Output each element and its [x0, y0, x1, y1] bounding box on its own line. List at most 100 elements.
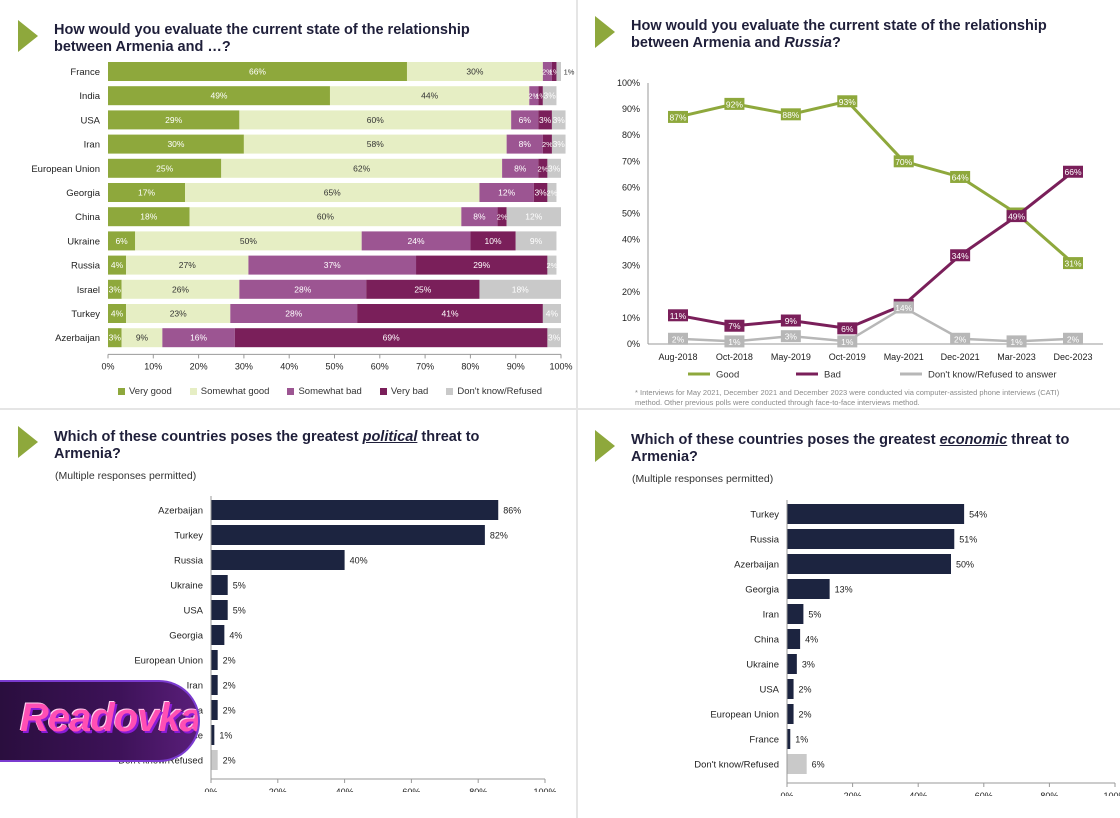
data-label: 50% — [956, 560, 974, 570]
data-label: 28% — [294, 284, 311, 294]
bar-segment — [479, 183, 534, 202]
data-label: 30% — [466, 67, 483, 77]
data-label: 40% — [350, 556, 368, 566]
data-label: 4% — [229, 631, 242, 641]
data-label: 3% — [109, 333, 122, 343]
data-label: 6% — [812, 760, 825, 770]
y-tick-label: 80% — [622, 130, 640, 140]
category-label: China — [75, 212, 101, 223]
bar-segment — [366, 279, 480, 299]
data-label: 3% — [802, 660, 815, 670]
category-label: Russia — [71, 261, 101, 272]
category-label: USA — [183, 606, 203, 617]
y-tick-label: 10% — [622, 313, 640, 323]
data-label: 92% — [726, 99, 743, 109]
data-label: 58% — [367, 139, 384, 149]
bar-segment — [108, 110, 240, 130]
panel-arrow-icon — [18, 426, 38, 458]
data-label: 54% — [969, 510, 987, 520]
bar — [211, 550, 345, 570]
data-point — [668, 309, 688, 322]
data-label: 24% — [408, 236, 425, 246]
category-label: Turkey — [71, 309, 100, 320]
bar — [787, 504, 965, 524]
x-tick-label: 0% — [780, 791, 793, 796]
legend-somewhat-bad: Somewhat bad — [287, 386, 362, 397]
swatch-very-bad — [379, 388, 387, 395]
data-point — [724, 97, 745, 110]
data-label: 7% — [728, 321, 741, 331]
bar-segment — [108, 158, 222, 178]
bar-segment — [108, 86, 330, 106]
x-tick-label: 0% — [101, 361, 114, 371]
data-label: 51% — [959, 535, 977, 545]
data-label: 2% — [537, 164, 548, 173]
data-label: 3% — [548, 163, 561, 173]
data-label: 60% — [317, 212, 334, 222]
bar-segment — [243, 134, 507, 154]
data-label: 2% — [1067, 334, 1080, 344]
y-tick-label: 0% — [627, 339, 640, 349]
data-label: 2% — [799, 710, 812, 720]
x-tick-label: 20% — [269, 787, 287, 792]
data-label: 18% — [140, 212, 157, 222]
bar — [211, 700, 218, 720]
x-tick-label: 40% — [909, 791, 927, 796]
data-point — [780, 314, 801, 327]
bar-segment — [108, 255, 127, 275]
data-point — [1063, 257, 1083, 270]
data-label: 93% — [839, 97, 856, 107]
data-label: 41% — [442, 309, 459, 319]
bar-segment — [108, 328, 122, 348]
y-tick-label: 40% — [622, 235, 640, 245]
data-point — [668, 110, 688, 123]
data-label: 49% — [210, 91, 227, 101]
category-label: Russia — [174, 556, 204, 567]
data-label: 60% — [367, 115, 384, 125]
data-label: 25% — [414, 284, 431, 294]
data-point — [837, 95, 858, 108]
data-label: 2% — [542, 68, 553, 77]
category-label: Russia — [750, 535, 780, 546]
category-label: Ukraine — [170, 581, 203, 592]
economic-threat-bar-chart: Turkey 54% Russia 51% Azerbaijan 50% Georgia 13… — [694, 500, 1120, 796]
category-label: Georgia — [66, 188, 101, 199]
swatch-somewhat-good — [189, 388, 197, 395]
data-label: 69% — [383, 333, 400, 343]
bar — [787, 579, 830, 599]
bar-segment — [406, 62, 543, 81]
data-label: 29% — [165, 115, 182, 125]
data-point — [1006, 335, 1027, 348]
data-label: 30% — [167, 139, 184, 149]
data-label: 31% — [1064, 259, 1081, 269]
bar-segment — [551, 110, 566, 130]
data-label: 3% — [534, 188, 547, 198]
category-label: Iran — [763, 610, 779, 621]
horizontal-divider — [0, 408, 1120, 410]
logo-text: Readovka — [20, 696, 200, 740]
data-label: 1% — [728, 337, 741, 347]
data-label: 2% — [547, 189, 558, 198]
data-label: 1% — [549, 68, 560, 77]
data-label: 3% — [553, 115, 566, 125]
bar-segment — [542, 62, 552, 81]
data-label: 10% — [485, 236, 502, 246]
bar-segment — [230, 304, 358, 323]
data-label: 5% — [808, 610, 821, 620]
category-label: Azerbaijan — [158, 506, 203, 517]
data-label: 23% — [170, 309, 187, 319]
bar-segment — [542, 86, 557, 106]
data-point — [780, 330, 801, 343]
bar — [211, 675, 218, 695]
data-label: 66% — [1064, 167, 1081, 177]
bar-segment — [108, 183, 186, 202]
tl-legend: Very good Somewhat good Somewhat bad Ver… — [118, 386, 542, 397]
category-label: France — [749, 735, 779, 746]
data-label: 70% — [895, 157, 912, 167]
readovka-logo: Readovka — [0, 680, 200, 762]
bar-segment — [234, 328, 548, 348]
data-label: 64% — [952, 172, 969, 182]
bar-segment — [502, 158, 539, 178]
category-label: USA — [80, 115, 100, 126]
data-point — [1063, 165, 1083, 178]
